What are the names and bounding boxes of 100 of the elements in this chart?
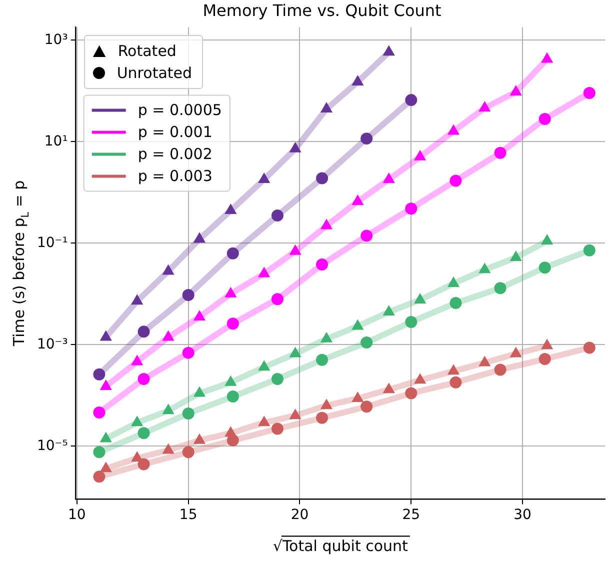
point <box>182 289 194 302</box>
point <box>224 286 237 298</box>
point <box>352 319 364 330</box>
point <box>583 86 596 99</box>
point <box>360 230 373 242</box>
point <box>193 232 206 243</box>
point <box>224 375 237 386</box>
point <box>382 172 395 183</box>
point <box>258 172 270 183</box>
point <box>93 470 106 483</box>
point <box>182 346 194 359</box>
point <box>226 247 239 260</box>
annotation: Rotated <box>118 42 176 60</box>
point <box>510 250 522 262</box>
point <box>541 338 554 350</box>
x-tick-label: 15 <box>179 507 198 524</box>
point <box>138 427 150 440</box>
point <box>320 218 333 230</box>
x-tick-label: 10 <box>68 507 86 524</box>
y-tick-label: 10⁻¹ <box>36 234 68 251</box>
point <box>162 404 174 414</box>
point <box>494 146 506 159</box>
point <box>138 326 150 338</box>
point <box>538 353 551 366</box>
point <box>316 412 328 424</box>
point <box>320 332 333 342</box>
point <box>405 202 418 215</box>
point <box>93 446 106 458</box>
point <box>538 262 551 274</box>
point <box>320 102 333 112</box>
point <box>541 234 554 245</box>
point <box>100 379 112 390</box>
point <box>541 52 554 63</box>
point <box>226 318 239 330</box>
point <box>360 132 373 145</box>
point <box>289 408 302 420</box>
point <box>510 346 522 358</box>
point <box>289 244 302 255</box>
point <box>258 416 270 426</box>
point <box>494 364 506 376</box>
point <box>510 85 522 96</box>
point <box>352 194 364 206</box>
point <box>447 364 460 375</box>
point <box>478 101 491 112</box>
point <box>405 316 418 328</box>
point <box>138 458 150 470</box>
point <box>100 462 112 472</box>
point <box>352 391 364 402</box>
point <box>131 354 144 366</box>
point <box>100 432 112 442</box>
x-tick-label: 20 <box>290 507 309 524</box>
annotation: Unrotated <box>116 64 192 82</box>
point <box>162 330 174 341</box>
point <box>162 443 174 454</box>
point <box>583 244 596 256</box>
point <box>414 292 426 304</box>
x-tick-label: 30 <box>514 507 532 524</box>
x-tick-label: 25 <box>402 507 420 524</box>
point <box>162 264 174 275</box>
point <box>494 282 506 294</box>
point <box>360 400 373 413</box>
point <box>131 416 144 426</box>
point <box>316 172 328 184</box>
point <box>382 304 395 316</box>
point <box>193 433 206 444</box>
legend-label: p = 0.002 <box>138 145 212 164</box>
chart-title: Memory Time vs. Qubit Count <box>202 0 442 20</box>
x-axis-title: √Total qubit count <box>272 537 408 556</box>
point <box>258 360 270 371</box>
point <box>382 45 395 56</box>
point <box>320 398 333 410</box>
y-tick-label: 10³ <box>44 32 68 48</box>
point <box>450 297 462 310</box>
y-tick-label: 10⁻³ <box>36 336 68 352</box>
point <box>193 386 206 397</box>
point <box>450 376 462 388</box>
y-tick-label: 10⁻⁵ <box>36 438 68 454</box>
point <box>360 336 373 349</box>
point <box>382 382 395 394</box>
point <box>271 293 284 306</box>
legend-label: p = 0.001 <box>138 123 212 142</box>
point <box>93 406 106 418</box>
point <box>224 426 237 437</box>
point <box>271 210 284 222</box>
point <box>316 258 328 270</box>
point <box>447 124 460 135</box>
point <box>447 276 460 288</box>
point <box>224 203 237 214</box>
point <box>100 330 112 341</box>
point <box>405 94 418 106</box>
point <box>405 387 418 400</box>
point <box>414 150 426 160</box>
point <box>289 142 302 152</box>
point <box>316 354 328 366</box>
y-tick-label: 10¹ <box>44 133 68 150</box>
point <box>583 342 596 354</box>
point <box>352 74 364 86</box>
point <box>271 373 284 386</box>
point <box>93 368 106 380</box>
point <box>182 407 194 420</box>
